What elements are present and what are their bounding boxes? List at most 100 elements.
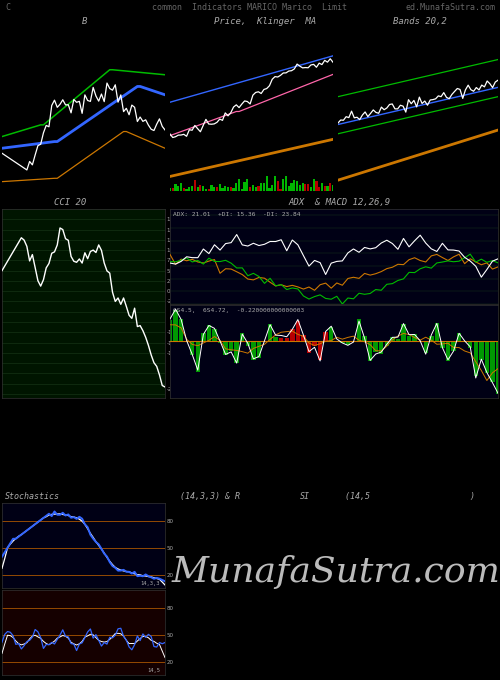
Bar (216, 188, 218, 191)
Bar (490, 341, 494, 381)
Bar (446, 341, 450, 360)
Bar (296, 181, 298, 191)
Bar (227, 188, 229, 191)
Bar (268, 324, 272, 341)
Bar (224, 186, 226, 191)
Bar (302, 183, 304, 191)
Bar (282, 180, 284, 191)
Bar (484, 341, 489, 373)
Bar (174, 310, 178, 341)
Bar (196, 341, 200, 372)
Bar (232, 188, 234, 191)
Bar (256, 341, 261, 358)
Bar (258, 186, 260, 191)
Bar (212, 329, 216, 341)
Bar (206, 325, 211, 341)
Bar (205, 189, 207, 191)
Bar (238, 180, 240, 191)
Bar (213, 187, 216, 191)
Bar (186, 189, 188, 191)
Text: C: C (5, 3, 10, 12)
Bar (246, 341, 250, 346)
Text: MunafaSutra.com: MunafaSutra.com (172, 555, 500, 589)
Bar (368, 341, 372, 361)
Bar (168, 320, 172, 341)
Bar (429, 336, 434, 341)
Bar (362, 336, 367, 341)
Bar (218, 184, 221, 191)
Bar (235, 184, 238, 191)
Bar (479, 341, 484, 360)
Bar (332, 185, 334, 191)
Bar (174, 184, 176, 191)
Bar (263, 182, 265, 191)
Bar (298, 185, 301, 191)
Text: Price,  Klinger  MA: Price, Klinger MA (214, 17, 316, 26)
Bar (244, 182, 246, 191)
Bar (293, 180, 296, 191)
Bar (260, 183, 262, 191)
Bar (266, 176, 268, 191)
Bar (194, 180, 196, 191)
Bar (240, 189, 243, 191)
Bar (304, 184, 306, 191)
Bar (379, 341, 384, 354)
Text: 6S4.5,  6S4.72,  -0.220000000000003: 6S4.5, 6S4.72, -0.220000000000003 (174, 308, 304, 313)
Bar (452, 341, 456, 352)
Text: CCI 20: CCI 20 (54, 198, 86, 207)
Bar (172, 188, 174, 191)
Bar (462, 341, 467, 342)
Bar (424, 341, 428, 353)
Text: (14,3,3) & R: (14,3,3) & R (180, 492, 240, 501)
Bar (374, 341, 378, 352)
Bar (251, 341, 256, 360)
Bar (402, 324, 406, 341)
Bar (222, 188, 224, 191)
Bar (268, 188, 270, 191)
Bar (326, 186, 328, 191)
Bar (440, 341, 444, 347)
Text: 14,3,3: 14,3,3 (140, 581, 160, 586)
Bar (329, 326, 334, 341)
Bar (218, 341, 222, 343)
Text: common  Indicators MARICO Marico  Limit: common Indicators MARICO Marico Limit (152, 3, 348, 12)
Bar (384, 341, 389, 346)
Bar (284, 337, 289, 341)
Bar (230, 186, 232, 191)
Bar (210, 185, 212, 191)
Text: (14,5                    ): (14,5 ) (345, 492, 475, 501)
Bar (296, 321, 300, 341)
Bar (321, 183, 323, 191)
Bar (434, 323, 439, 341)
Bar (279, 338, 283, 341)
Bar (180, 182, 182, 191)
Bar (249, 188, 251, 191)
Bar (318, 187, 320, 191)
Bar (224, 341, 228, 354)
Bar (191, 186, 193, 191)
Text: 14,5: 14,5 (147, 668, 160, 673)
Bar (346, 341, 350, 345)
Bar (324, 333, 328, 341)
Bar (324, 186, 326, 191)
Bar (407, 336, 412, 341)
Bar (340, 341, 344, 343)
Bar (312, 179, 315, 191)
Text: Bands 20,2: Bands 20,2 (393, 17, 447, 26)
Bar (246, 179, 248, 191)
Bar (285, 176, 287, 191)
Bar (182, 188, 185, 191)
Bar (474, 341, 478, 376)
Bar (418, 341, 422, 342)
Bar (276, 181, 279, 191)
Bar (312, 341, 317, 346)
Bar (290, 329, 294, 341)
Bar (234, 341, 239, 363)
Text: ed.MunafaSutra.com: ed.MunafaSutra.com (405, 3, 495, 12)
Bar (252, 186, 254, 191)
Bar (290, 184, 292, 191)
Bar (468, 341, 472, 348)
Bar (271, 185, 274, 191)
Bar (318, 341, 322, 360)
Bar (307, 184, 309, 191)
